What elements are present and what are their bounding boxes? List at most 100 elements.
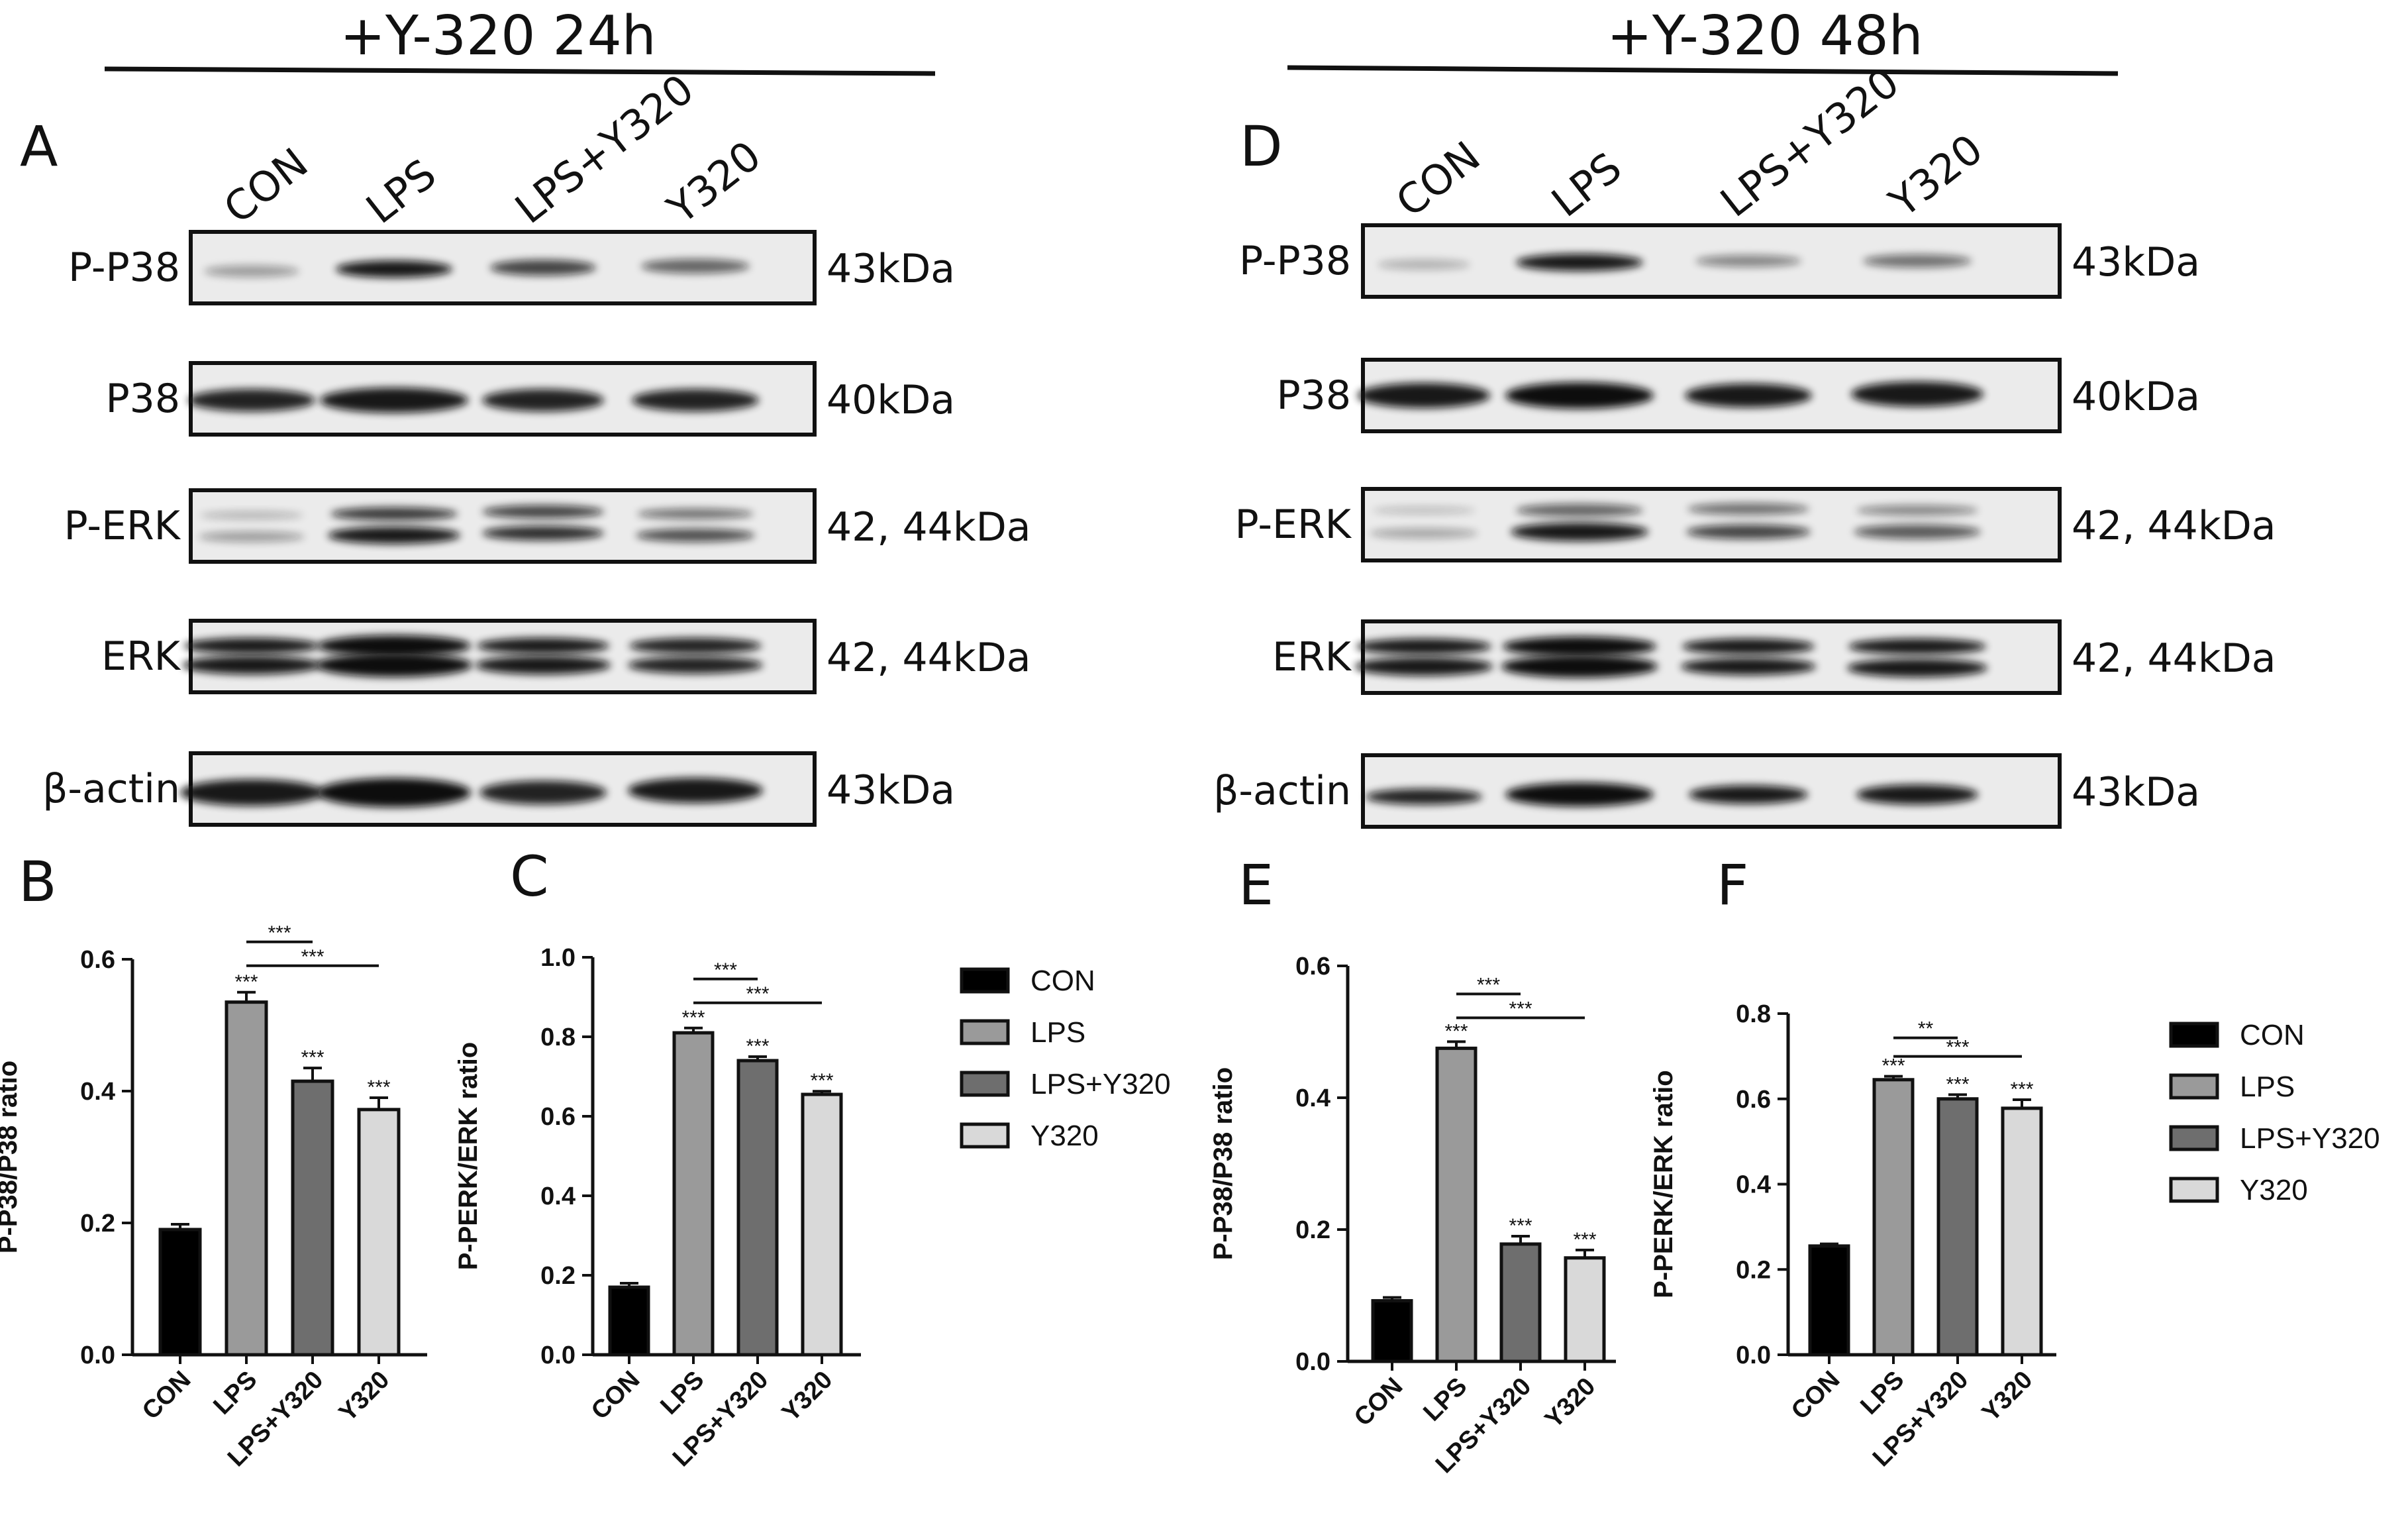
blot-frame [1361,619,2062,695]
panel-letter-e: E [1238,853,1274,918]
panel-letter-f: F [1717,853,1748,918]
legend-label-lps-y320: LPS+Y320 [2240,1122,2380,1155]
band [1356,638,1491,655]
band [1848,638,1986,655]
y-axis-title: P-P38/P38 ratio [0,1061,23,1253]
band [1847,659,1987,678]
x-tick-label-lps: LPS [1418,1373,1472,1427]
band [183,655,321,674]
y-axis-title: P-PERK/ERK ratio [454,1042,483,1271]
significance-label: *** [681,1007,705,1029]
legend-label-lps: LPS [1030,1016,1085,1049]
protein-label-p38: P38 [1276,372,1351,419]
significance-label: *** [1573,1229,1596,1251]
band [1511,522,1648,541]
panel-letter-b: B [19,849,57,914]
size-label-p-erk: 42, 44kDa [827,504,1031,551]
band [628,778,763,804]
band [1378,259,1470,270]
protein-label-erk: ERK [1272,634,1352,680]
blot-strip-actin [1361,753,2062,829]
legend-left: CON LPS LPS+Y320 Y320 [960,965,1171,1152]
bar-y320 [2001,1106,2043,1357]
y-tick-label: 0.8 [540,1024,576,1051]
legend-swatch-con [960,967,1010,994]
y-tick-label: 0.0 [80,1342,115,1369]
legend-label-y320: Y320 [1030,1120,1099,1152]
size-label-p38: 40kDa [827,377,955,423]
band [482,505,604,519]
protein-label-erk: ERK [101,633,181,680]
significance-label: *** [367,1077,390,1098]
legend-label-lps-y320: LPS+Y320 [1030,1068,1171,1100]
blot-strip-p-erk [189,488,817,564]
band [336,260,452,278]
band [199,531,305,543]
x-tick-label-lps: LPS [1855,1366,1909,1420]
band [482,389,604,412]
protein-label-p-erk: P-ERK [1235,501,1352,548]
bar-lps [672,1031,715,1357]
bar-lps [1872,1078,1915,1357]
blot-strip-erk [1355,619,2062,695]
band [184,637,319,654]
protein-label-p-p38: P-P38 [68,244,180,291]
band [490,260,596,276]
chart-panel-c: 0.0 0.2 0.4 0.6 0.8 1.0 P-PERK/ERK ratio CON LPS… [454,944,861,1472]
x-tick-label-y320: Y320 [1977,1366,2038,1427]
band [479,780,607,805]
size-label-p-p38: 43kDa [827,246,955,292]
y-tick-label: 0.2 [540,1262,576,1290]
significance-label: ** [1918,1018,1934,1040]
lane-label-y320: Y320 [658,131,770,233]
legend-swatch-y320 [960,1122,1010,1149]
size-label-actin: 43kDa [2072,769,2200,816]
bar-con [1808,1244,1850,1357]
band [1854,524,1981,539]
bar-y320 [357,1108,401,1357]
x-tick-label-y320: Y320 [777,1366,838,1427]
legend-label-con: CON [1030,965,1095,997]
header-rule-right [1287,65,2119,76]
panel-letter-c: C [510,844,549,909]
band [1516,503,1643,517]
bar-lps-y320 [736,1059,779,1357]
band [628,656,763,674]
y-tick-label: 0.0 [1736,1342,1771,1369]
y-tick-label: 0.6 [80,946,115,974]
header-title-left: +Y-320 24h [340,5,656,68]
band [632,389,759,412]
band [1505,782,1654,807]
band [629,637,762,654]
significance-label: *** [810,1070,833,1092]
legend-label-con: CON [2240,1019,2305,1051]
band [1501,655,1658,678]
panel-letter-d: D [1240,114,1283,179]
band [317,635,471,657]
bar-y320 [801,1092,843,1357]
size-label-actin: 43kDa [827,767,955,814]
bar-lps-y320 [291,1079,334,1357]
blot-strip-p38 [1358,358,2062,433]
protein-label-p38: P38 [105,376,180,422]
band [476,655,611,674]
band [328,527,460,545]
band [1370,527,1478,539]
x-tick-label-con: CON [586,1366,645,1425]
size-label-erk: 42, 44kDa [827,635,1031,681]
legend-swatch-lps [960,1019,1010,1045]
significance-label: *** [1509,1215,1532,1237]
band [1366,788,1482,805]
legend-swatch-lps-y320 [2169,1125,2219,1151]
y-tick-label: 0.2 [1295,1216,1330,1244]
significance-label: *** [268,922,291,944]
protein-label-p-erk: P-ERK [64,503,181,549]
band [637,508,754,519]
y-tick-label: 0.2 [1736,1256,1771,1284]
band [1856,505,1978,516]
significance-label: *** [1881,1055,1905,1077]
significance-label: *** [746,983,769,1005]
band [1695,255,1801,267]
